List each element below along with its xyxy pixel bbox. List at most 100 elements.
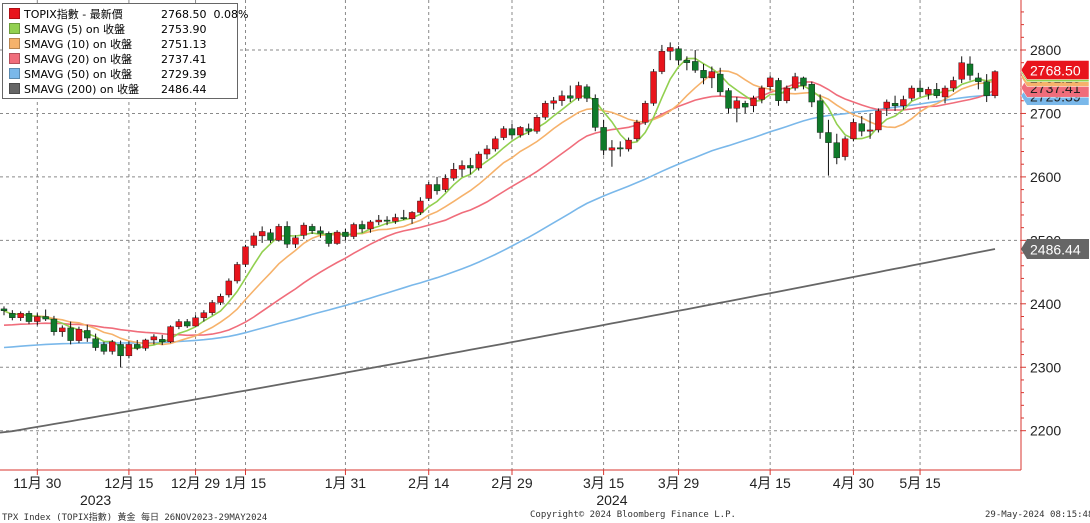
candle [567, 85, 574, 103]
candle [933, 82, 940, 99]
candle-body [475, 153, 482, 169]
candle [508, 123, 516, 139]
value-tag-box [1021, 238, 1089, 259]
candle-body [875, 110, 882, 131]
legend-name: SMAVG (10) on 收盤 [24, 38, 133, 51]
candle [417, 197, 424, 215]
value-tag-label: 2486.44 [1030, 241, 1081, 257]
candle [233, 261, 241, 284]
legend-swatch [9, 38, 20, 49]
x-tick-label: 1月 15 [225, 475, 266, 491]
candle-body [483, 148, 491, 155]
candle [250, 232, 258, 248]
candle [866, 113, 874, 139]
candle [350, 222, 357, 240]
candle-body [925, 89, 932, 95]
candle-body [575, 85, 582, 99]
candle [925, 86, 932, 100]
candle-body [417, 200, 424, 213]
candle [958, 56, 965, 83]
sma200-line [0, 248, 996, 434]
x-tick-label: 3月 29 [658, 475, 699, 491]
candle-body [184, 321, 191, 327]
candle-body [975, 77, 982, 82]
candle [392, 213, 399, 224]
candle-body [650, 71, 657, 104]
candle [450, 162, 457, 181]
candle [583, 84, 591, 103]
candle [716, 67, 724, 96]
candle-body [458, 165, 466, 170]
candle [533, 114, 541, 134]
candle [750, 95, 757, 113]
candle-body [92, 338, 99, 348]
candle-body [758, 87, 766, 100]
candle-body [317, 230, 324, 234]
candle [908, 85, 915, 101]
candle [42, 309, 49, 321]
candle-body [916, 87, 924, 93]
candle [558, 90, 566, 106]
candle-body [983, 81, 990, 96]
candle-body [408, 212, 416, 219]
candle [991, 70, 999, 99]
candle [408, 211, 416, 224]
candle [542, 100, 549, 120]
candle-body [9, 313, 16, 318]
candle [850, 118, 857, 142]
candle [517, 126, 524, 138]
legend-swatch [9, 83, 20, 94]
candle-body [84, 330, 91, 339]
candle-body [134, 344, 141, 349]
legend-value: 2486.44 [161, 83, 207, 96]
candle [333, 230, 341, 245]
candle [283, 221, 291, 248]
moving-average-lines [0, 57, 996, 434]
candle [475, 151, 482, 171]
legend-row-sma10: SMAVG (10) on 收盤 2751.13 [9, 37, 207, 52]
candle-body [908, 87, 915, 99]
legend-name: SMAVG (50) on 收盤 [24, 68, 133, 81]
candle-body [567, 95, 574, 99]
candle [34, 313, 41, 326]
candle-body [950, 80, 957, 89]
candle [400, 209, 407, 221]
candle-body [375, 219, 382, 223]
candle [858, 115, 865, 137]
legend-name: SMAVG (5) on 收盤 [24, 23, 126, 36]
candle-body [508, 128, 516, 136]
candle-body [342, 231, 349, 237]
candle [442, 174, 449, 193]
candle [633, 119, 641, 142]
candle [841, 136, 849, 161]
legend-value: 2729.39 [161, 68, 207, 81]
candle [975, 72, 982, 90]
candle [175, 319, 183, 330]
legend-value: 2737.41 [161, 53, 207, 66]
footer-timestamp: 29-May-2024 08:15:48 [985, 510, 1090, 520]
legend-value: 2751.13 [161, 38, 207, 51]
candle-body [117, 344, 124, 357]
candle [225, 278, 233, 298]
candle [167, 325, 174, 344]
candle [642, 100, 649, 125]
candle-body [700, 70, 707, 79]
candle [458, 160, 466, 177]
candle [808, 81, 815, 108]
legend-name: SMAVG (20) on 收盤 [24, 53, 133, 66]
candle-body [34, 316, 41, 322]
x-year-label: 2024 [596, 492, 627, 508]
candle-body [625, 139, 632, 150]
candle [766, 75, 774, 91]
legend-row-topix: TOPIX指數 - 最新價 2768.50 0.08% [9, 7, 248, 22]
x-tick-label: 11月 30 [13, 475, 61, 491]
legend-swatch [9, 53, 20, 64]
candle [883, 99, 890, 116]
candle-body [791, 76, 799, 89]
candle-body [333, 231, 341, 244]
candle-body [858, 123, 865, 132]
candle-body [200, 312, 208, 318]
candle [208, 299, 216, 316]
candle-body [600, 127, 607, 151]
candle [242, 244, 249, 267]
